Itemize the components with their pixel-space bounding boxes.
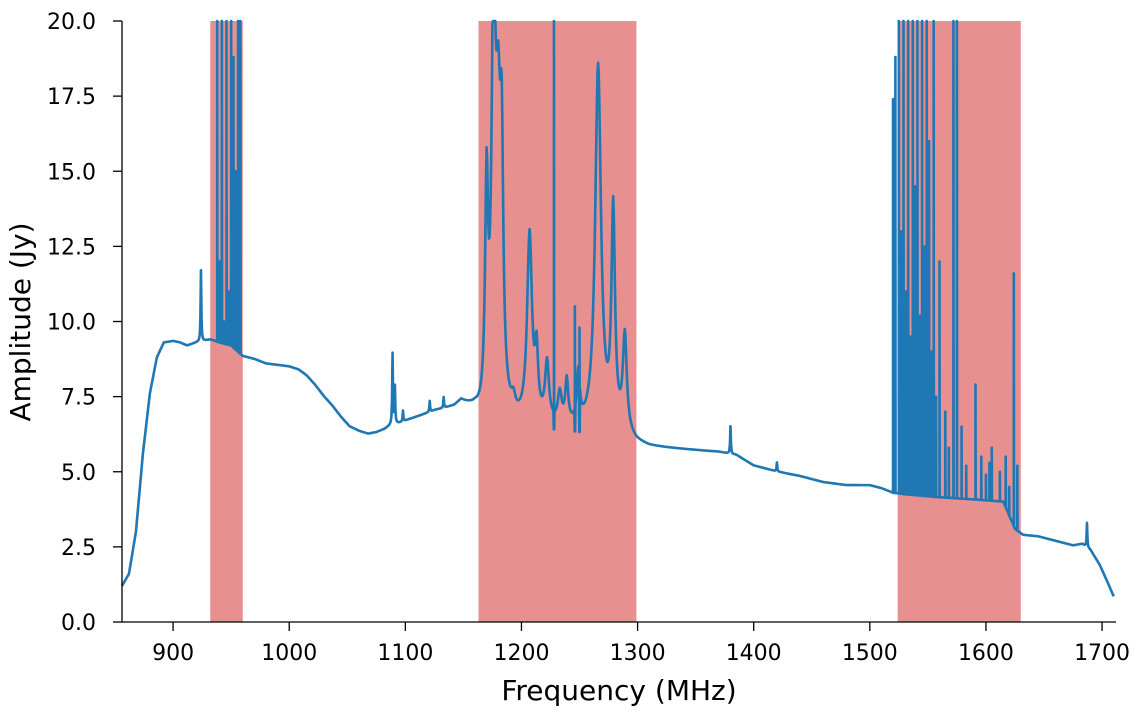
- y-tick-label: 12.5: [47, 235, 96, 260]
- x-tick-label: 1200: [493, 641, 549, 666]
- y-axis-ticks: 0.0 2.5 5.0 7.5 10.0 12.5 15.0 17.5 20.0: [47, 10, 122, 636]
- x-tick-label: 1000: [261, 641, 317, 666]
- x-tick-label: 900: [152, 641, 194, 666]
- y-tick-label: 17.5: [47, 85, 96, 110]
- spectrum-line: [120, 19, 1115, 597]
- plot-area: [120, 19, 1115, 597]
- x-tick-label: 1100: [377, 641, 433, 666]
- x-axis-ticks: 900 1000 1100 1200 1300 1400 1500 1600 1700: [152, 622, 1130, 666]
- y-tick-label: 10.0: [47, 311, 96, 336]
- x-tick-label: 1700: [1074, 641, 1130, 666]
- y-axis-label: Amplitude (Jy): [4, 222, 37, 421]
- y-tick-label: 5.0: [61, 461, 96, 486]
- y-tick-label: 7.5: [61, 386, 96, 411]
- x-tick-label: 1400: [726, 641, 782, 666]
- x-axis-label: Frequency (MHz): [501, 674, 736, 707]
- y-tick-label: 0.0: [61, 611, 96, 636]
- x-tick-label: 1500: [842, 641, 898, 666]
- x-tick-label: 1300: [610, 641, 666, 666]
- y-tick-label: 20.0: [47, 10, 96, 35]
- y-tick-label: 2.5: [61, 536, 96, 561]
- x-tick-label: 1600: [958, 641, 1014, 666]
- y-tick-label: 15.0: [47, 160, 96, 185]
